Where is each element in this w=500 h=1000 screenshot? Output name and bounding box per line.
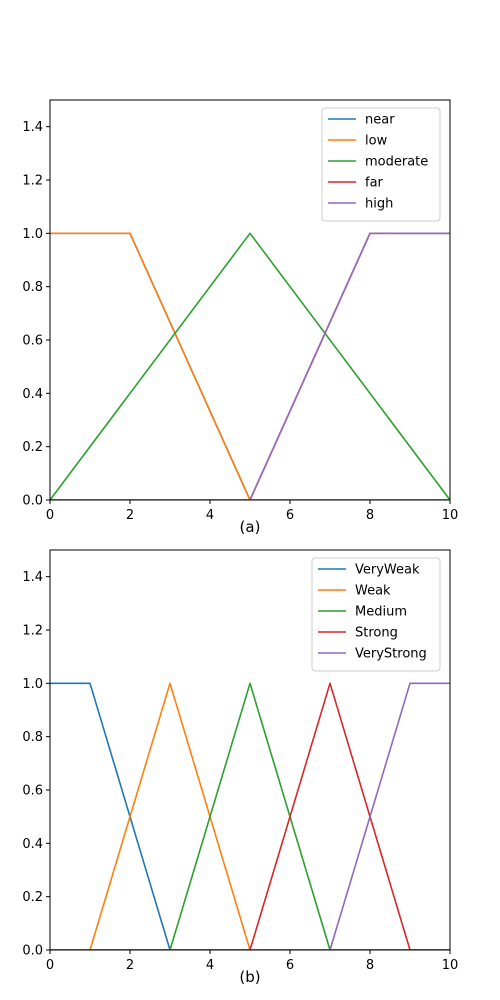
legend-label-near: near [365,113,395,128]
y-tick-label: 0.6 [22,334,43,349]
x-tick-label: 10 [442,508,459,523]
legend-label-medium: Medium [355,605,407,620]
legend-label-far: far [365,176,384,191]
y-tick-label: 0.0 [22,944,43,959]
legend-label-moderate: moderate [365,155,428,170]
series-line-high [50,232,450,500]
axes-frame [49,549,451,951]
series-line-near [50,232,450,500]
series-line-far [50,232,450,500]
y-tick-label: 1.2 [22,174,43,189]
x-tick-label: 2 [126,958,134,973]
x-tick-label: 10 [442,958,459,973]
x-tick-label: 8 [366,958,374,973]
legend-label-strong: Strong [355,626,398,641]
series-line-medium [50,682,450,950]
panel-caption: (a) [240,518,261,536]
x-tick-label: 0 [46,508,54,523]
y-tick-label: 0.6 [22,784,43,799]
series-line-strong [50,682,450,950]
legend-box [321,107,441,222]
y-tick-label: 1.0 [22,677,43,692]
series-line-verystrong [50,682,450,950]
x-tick-label: 8 [366,508,374,523]
series-line-veryweak [50,682,450,950]
y-tick-label: 0.4 [22,387,43,402]
chart-panel-b: 0 2 4 6 8 10 0.0 0.2 0.4 0.6 0.8 1.0 1.2 1.4 (b) VeryWe… [22,549,459,986]
y-tick-label: 0.2 [22,440,43,455]
axes-frame [49,99,451,501]
legend: VeryWeak Weak Medium Strong VeryStrong [311,557,441,672]
legend: near low moderate far high [321,107,441,222]
series-line-moderate [50,232,450,500]
series-group [50,682,450,950]
legend-label-veryweak: VeryWeak [355,563,420,578]
y-tick-label: 0.0 [22,494,43,509]
x-tick-label: 4 [206,508,214,523]
legend-label-low: low [365,134,388,149]
x-tick-label: 4 [206,958,214,973]
y-tick-label: 1.2 [22,624,43,639]
panel-caption: (b) [239,968,260,986]
y-tick-label: 1.4 [22,570,43,585]
series-line-low [50,232,450,500]
y-tick-label: 1.4 [22,120,43,135]
legend-label-high: high [365,197,393,212]
y-tick-label: 0.8 [22,280,43,295]
x-tick-label: 6 [286,508,294,523]
legend-box [311,557,441,672]
y-tick-label: 1.0 [22,227,43,242]
y-tick-label: 0.8 [22,730,43,745]
y-tick-label: 0.4 [22,837,43,852]
x-tick-label: 2 [126,508,134,523]
chart-panel-a: 0 2 4 6 8 10 0.0 0.2 0.4 0.6 0.8 1.0 1.2 1.4 (a) near lo… [22,99,459,536]
x-tick-label: 0 [46,958,54,973]
legend-label-verystrong: VeryStrong [355,647,427,662]
series-group [50,232,450,500]
series-line-weak [50,682,450,950]
y-tick-label: 0.2 [22,890,43,905]
x-tick-label: 6 [286,958,294,973]
legend-label-weak: Weak [355,584,391,599]
